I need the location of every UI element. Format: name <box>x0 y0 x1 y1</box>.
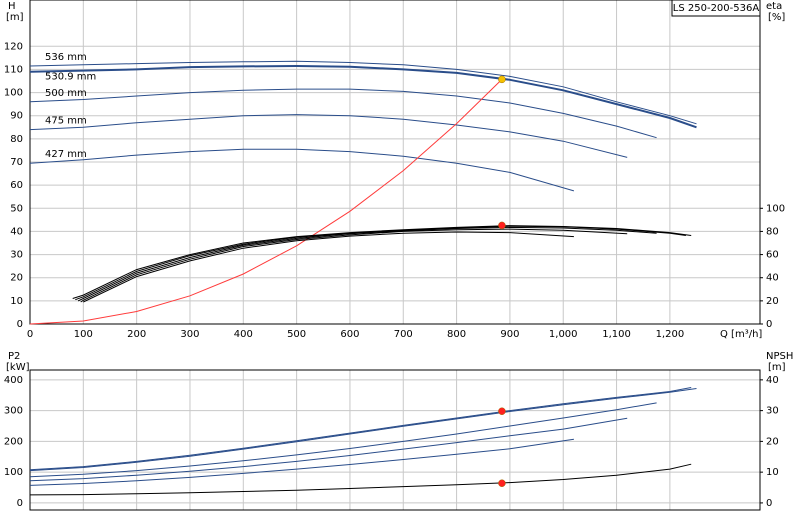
y-tick-label: 110 <box>4 64 23 75</box>
y-tick-label: 80 <box>10 134 23 145</box>
x-tick-label: 300 <box>180 329 199 340</box>
y-tick-label: 300 <box>4 406 23 417</box>
y-tick-label: 30 <box>10 250 23 261</box>
curve-label: 536 mm <box>45 52 87 63</box>
y-tick-label: 20 <box>10 273 23 284</box>
x-tick-label: 200 <box>127 329 146 340</box>
curve <box>29 438 574 486</box>
x-tick-label: 900 <box>500 329 519 340</box>
y2-axis-label: eta <box>766 1 782 12</box>
y2-tick-label: 80 <box>766 226 779 237</box>
y-tick-label: 100 <box>4 467 23 478</box>
y2-tick-label: 10 <box>766 467 779 478</box>
x-tick-label: 700 <box>394 329 413 340</box>
curve <box>29 64 697 129</box>
y2-tick-label: 20 <box>766 436 779 447</box>
operating-point <box>498 407 506 415</box>
x-tick-label: 1,000 <box>549 329 578 340</box>
curve-label: 427 mm <box>45 149 87 160</box>
title-box <box>671 0 761 17</box>
y-tick-label: 50 <box>10 203 23 214</box>
y2-tick-label: 60 <box>766 250 779 261</box>
y-tick-label: 70 <box>10 157 23 168</box>
x-tick-label: 0 <box>27 329 33 340</box>
y2-axis-unit: [m] <box>768 362 786 373</box>
y-axis-label: P2 <box>8 351 20 362</box>
y2-tick-label: 40 <box>766 375 779 386</box>
x-tick-label: 400 <box>234 329 253 340</box>
y-tick-label: 100 <box>4 88 23 99</box>
secondary-curve <box>72 225 692 299</box>
y2-tick-label: 30 <box>766 406 779 417</box>
y2-axis-label: NPSH <box>766 351 793 362</box>
curve <box>29 114 628 158</box>
plot-frame <box>29 0 761 325</box>
y-tick-label: 60 <box>10 180 23 191</box>
y-tick-label: 120 <box>4 41 23 52</box>
x-tick-label: 800 <box>447 329 466 340</box>
curve <box>29 417 628 482</box>
y-axis-unit: [m] <box>6 12 24 23</box>
curve <box>29 402 657 478</box>
y-axis-unit: [kW] <box>6 362 30 373</box>
curve <box>29 387 692 471</box>
y2-tick-label: 0 <box>766 498 772 509</box>
y2-axis-unit: [%] <box>768 12 785 23</box>
curve-label: 530.9 mm <box>45 72 96 83</box>
y2-tick-label: 40 <box>766 273 779 284</box>
x-tick-label: 100 <box>74 329 93 340</box>
operating-point <box>498 221 506 230</box>
x-tick-label: 1,100 <box>602 329 631 340</box>
y-tick-label: 10 <box>10 296 23 307</box>
curve <box>29 88 657 139</box>
secondary-curve <box>77 226 657 302</box>
x-tick-label: 600 <box>340 329 359 340</box>
y-tick-label: 90 <box>10 111 23 122</box>
curve <box>29 148 575 192</box>
y-tick-label: 40 <box>10 226 23 237</box>
y2-tick-label: 20 <box>766 296 779 307</box>
operating-point <box>498 75 506 84</box>
x-axis-label: Q [m³/h] <box>720 329 762 340</box>
y2-tick-label: 100 <box>766 203 785 214</box>
secondary-curve <box>83 231 574 303</box>
secondary-curve <box>29 463 692 496</box>
y-tick-label: 0 <box>17 498 23 509</box>
operating-point <box>498 479 506 487</box>
y-axis-label: H <box>8 1 16 12</box>
curve-label: 475 mm <box>45 116 87 127</box>
x-tick-label: 1,200 <box>656 329 685 340</box>
plot-frame <box>29 369 761 511</box>
secondary-curve <box>75 225 686 301</box>
curve <box>29 79 503 325</box>
x-tick-label: 500 <box>287 329 306 340</box>
curve-label: 500 mm <box>45 88 87 99</box>
chart-title: LS 250-200-536A <box>673 3 760 14</box>
y-tick-label: 0 <box>17 319 23 330</box>
curve <box>29 388 697 472</box>
y-tick-label: 400 <box>4 375 23 386</box>
y2-tick-label: 0 <box>766 319 772 330</box>
curve <box>29 60 697 125</box>
secondary-curve <box>80 228 628 303</box>
y-tick-label: 200 <box>4 436 23 447</box>
